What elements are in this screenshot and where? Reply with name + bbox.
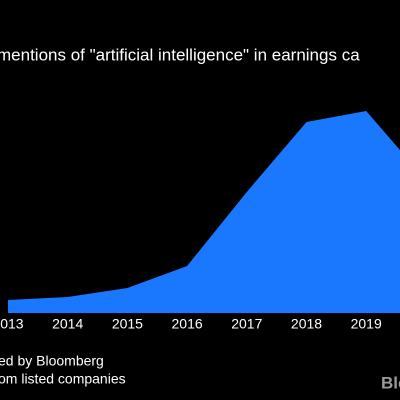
- x-tick-label: 2014: [52, 316, 83, 332]
- footer-note: om listed companies: [0, 371, 126, 387]
- x-tick-label: 2013: [0, 316, 24, 332]
- area: [8, 111, 400, 313]
- x-tick-label: 2016: [172, 316, 203, 332]
- x-tick-label: 2018: [291, 316, 322, 332]
- x-tick-label: 2015: [112, 316, 143, 332]
- brand-logo: Blo: [381, 373, 400, 392]
- chart-title: mentions of "artificial intelligence" in…: [0, 45, 360, 64]
- x-tick-label: 2017: [231, 316, 262, 332]
- x-tick-label: 2019: [351, 316, 382, 332]
- footer-source: ed by Bloomberg: [0, 353, 104, 369]
